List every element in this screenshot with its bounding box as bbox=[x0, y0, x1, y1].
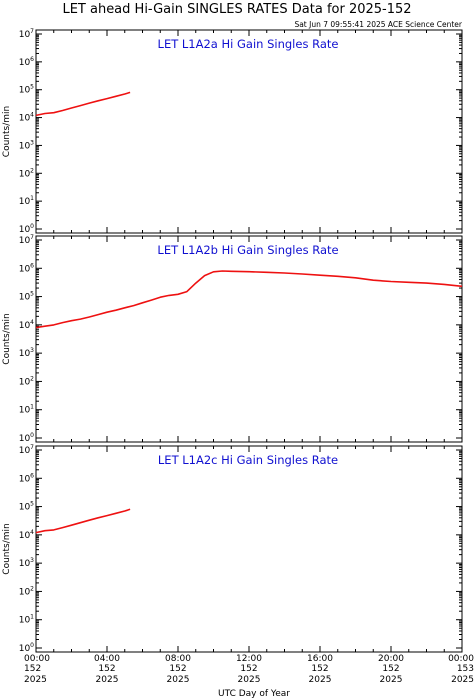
x-tick-time: 08:00 bbox=[165, 654, 191, 664]
x-axis-label: UTC Day of Year bbox=[218, 689, 290, 699]
y-tick-label: 102 bbox=[19, 167, 34, 179]
y-tick-label: 105 bbox=[19, 84, 34, 96]
y-tick-label: 106 bbox=[19, 262, 34, 274]
y-tick-label: 105 bbox=[19, 501, 34, 513]
x-tick-year: 2025 bbox=[96, 675, 119, 685]
y-tick-label: 104 bbox=[19, 112, 34, 124]
x-axis-tick-labels: 00:00152202504:00152202508:00152202512:0… bbox=[24, 654, 474, 685]
y-tick-label: 101 bbox=[19, 404, 34, 416]
x-tick-time: 12:00 bbox=[236, 654, 262, 664]
y-tick-label: 106 bbox=[19, 56, 34, 68]
x-tick-time: 00:00 bbox=[24, 654, 50, 664]
y-tick-label: 107 bbox=[19, 28, 34, 40]
x-tick-year: 2025 bbox=[167, 675, 190, 685]
x-tick-time: 16:00 bbox=[307, 654, 333, 664]
x-tick-time: 00:00 bbox=[448, 654, 474, 664]
y-tick-label: 107 bbox=[19, 234, 34, 246]
chart-panel-2: 100 101 102 103 104 105 106 107 Counts/min LET L1… bbox=[2, 234, 463, 444]
series-line bbox=[35, 270, 463, 329]
x-tick-year: 2025 bbox=[309, 675, 332, 685]
y-tick-label: 104 bbox=[19, 319, 34, 331]
y-axis-label: Counts/min bbox=[2, 313, 12, 364]
plot-frame bbox=[35, 445, 463, 653]
y-tick-label: 102 bbox=[19, 585, 34, 597]
y-tick-label: 105 bbox=[19, 291, 34, 303]
chart-panels: 100 101 102 103 104 105 106 107 Counts/min LET L1… bbox=[2, 28, 463, 654]
x-tick-doy: 152 bbox=[24, 664, 41, 674]
plot-frame bbox=[35, 29, 463, 234]
y-tick-label: 104 bbox=[19, 529, 34, 541]
plot-frame bbox=[35, 235, 463, 443]
x-tick-year: 2025 bbox=[451, 675, 474, 685]
y-tick-label: 103 bbox=[19, 557, 34, 569]
x-tick-year: 2025 bbox=[24, 675, 47, 685]
y-axis-label: Counts/min bbox=[2, 523, 12, 574]
x-tick-doy: 152 bbox=[311, 664, 328, 674]
x-tick-doy: 152 bbox=[169, 664, 186, 674]
y-tick-label: 101 bbox=[19, 614, 34, 626]
y-tick-label: 102 bbox=[19, 375, 34, 387]
y-tick-label: 103 bbox=[19, 139, 34, 151]
panel-title: LET L1A2c Hi Gain Singles Rate bbox=[158, 453, 338, 467]
y-axis-label: Counts/min bbox=[2, 106, 12, 157]
y-tick-label: 101 bbox=[19, 195, 34, 207]
series-line bbox=[35, 508, 131, 534]
x-tick-year: 2025 bbox=[380, 675, 403, 685]
y-tick-label: 100 bbox=[19, 432, 34, 444]
x-tick-doy: 152 bbox=[382, 664, 399, 674]
figure-title: LET ahead Hi-Gain SINGLES RATES Data for… bbox=[62, 2, 411, 17]
x-tick-time: 04:00 bbox=[94, 654, 120, 664]
x-tick-doy: 153 bbox=[457, 664, 474, 674]
y-tick-label: 106 bbox=[19, 472, 34, 484]
panel-title: LET L1A2b Hi Gain Singles Rate bbox=[157, 243, 338, 257]
x-tick-doy: 152 bbox=[98, 664, 115, 674]
y-tick-label: 103 bbox=[19, 347, 34, 359]
series-line bbox=[35, 91, 131, 117]
x-tick-year: 2025 bbox=[238, 675, 261, 685]
timestamp-label: Sat Jun 7 09:55:41 2025 ACE Science Cent… bbox=[294, 20, 462, 29]
y-tick-label: 100 bbox=[19, 642, 34, 654]
y-tick-label: 107 bbox=[19, 444, 34, 456]
chart-panel-3: 100 101 102 103 104 105 106 107 Counts/min LET L1… bbox=[2, 444, 463, 654]
x-tick-doy: 152 bbox=[240, 664, 257, 674]
x-tick-time: 20:00 bbox=[378, 654, 404, 664]
panel-title: LET L1A2a Hi Gain Singles Rate bbox=[158, 37, 339, 51]
